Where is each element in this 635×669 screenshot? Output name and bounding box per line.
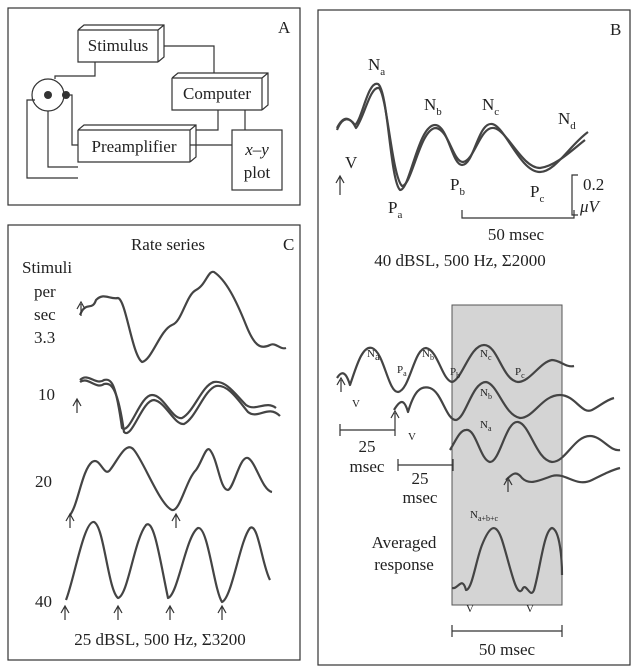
peak-label: V: [408, 431, 416, 443]
trough-label: Pc: [530, 182, 544, 205]
box-label: Preamplifier: [92, 137, 177, 156]
shift-label: msec: [350, 457, 385, 476]
panel-b-frame: [317, 9, 631, 666]
peak-label: Nb: [480, 387, 492, 401]
box-label: x–y: [244, 140, 269, 159]
scale-label: 50 msec: [488, 225, 545, 244]
peak-label: Na+b+c: [470, 509, 499, 523]
peak-label: V: [466, 603, 474, 615]
trough-label: Pb: [450, 175, 465, 198]
panel-a-frame: [7, 7, 301, 206]
rate-label: 40: [35, 592, 52, 611]
block-diagram: [26, 24, 283, 191]
trough-label: Pa: [388, 198, 402, 221]
trough-label: Pa: [397, 364, 407, 378]
waveform: [60, 270, 287, 620]
caption: 40 dBSL, 500 Hz, Σ2000: [374, 251, 545, 270]
rate-label: 10: [38, 385, 55, 404]
box-label: plot: [244, 163, 271, 182]
scale-label: 0.2: [583, 175, 604, 194]
panel-title: Rate series: [131, 235, 205, 254]
peak-label: Na: [368, 55, 385, 78]
axis-label: per: [34, 282, 56, 301]
panel-label: B: [610, 20, 621, 39]
panel-label: A: [278, 18, 291, 37]
peak-label: Nc: [482, 95, 499, 118]
peak-label: Na: [480, 419, 492, 433]
caption: 25 dBSL, 500 Hz, Σ3200: [74, 630, 245, 649]
scale-label: 50 msec: [479, 640, 536, 659]
peak-label: V: [526, 603, 534, 615]
shift-label: 25: [359, 437, 376, 456]
peak-label: V: [352, 398, 360, 410]
averaged-label: Averaged: [372, 533, 437, 552]
axis-label: Stimuli: [22, 258, 72, 277]
peak-label: Nb: [424, 95, 442, 118]
peak-label: Nd: [558, 109, 576, 132]
shift-label: 25: [412, 469, 429, 488]
axis-label: sec: [34, 305, 56, 324]
rate-label: 3.3: [34, 328, 55, 347]
rate-label: 20: [35, 472, 52, 491]
peak-label: Nc: [480, 348, 492, 362]
box-label: Stimulus: [88, 36, 148, 55]
box-label: Computer: [183, 84, 251, 103]
peak-label: Nb: [422, 348, 434, 362]
panel-c-frame: [7, 224, 301, 661]
peak-label: Na: [367, 348, 380, 363]
peak-label: V: [345, 153, 358, 172]
panel-label: C: [283, 235, 294, 254]
scale-label: μV: [579, 197, 602, 216]
averaged-label: response: [374, 555, 433, 574]
shift-label: msec: [403, 488, 438, 507]
waveform: [335, 82, 589, 219]
trough-label: Pb: [450, 366, 460, 380]
waveform: [336, 343, 621, 637]
trough-label: Pc: [515, 366, 525, 380]
